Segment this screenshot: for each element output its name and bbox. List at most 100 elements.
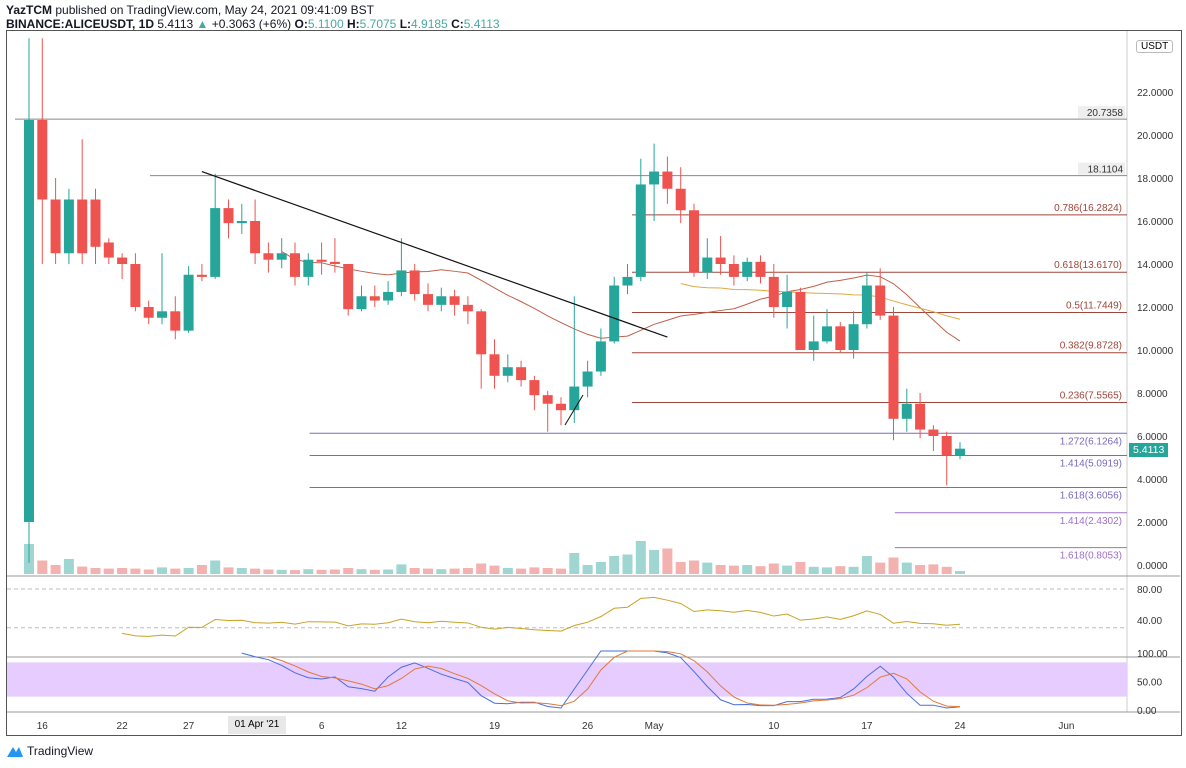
volume-bar (822, 567, 832, 574)
x-tick-label: 12 (396, 721, 408, 732)
x-tick-label: 6 (319, 721, 325, 732)
level-label-bg (1078, 162, 1125, 175)
candle-body (556, 403, 566, 411)
volume-bar (888, 557, 899, 574)
candle-body (103, 242, 114, 258)
volume-bar (901, 562, 912, 574)
volume-bar (835, 566, 846, 574)
x-tick-label: 19 (489, 721, 501, 732)
stoch-d-line (268, 650, 961, 708)
volume-bar (875, 562, 886, 574)
volume-bar (941, 566, 952, 574)
fib-level-label: 1.414(2.4302) (1060, 516, 1122, 527)
candle-body (117, 257, 128, 264)
volume-bar (343, 568, 354, 574)
volume-bar (476, 563, 487, 574)
up-arrow-icon: ▲ (196, 17, 209, 31)
stoch-tick-label: 0.00 (1137, 706, 1157, 717)
moving-average-50 (680, 283, 961, 320)
volume-bar (436, 569, 447, 574)
candle-body (595, 341, 606, 372)
volume-bar (755, 566, 766, 574)
stoch-k-line (241, 650, 961, 709)
volume-bar (742, 565, 753, 574)
volume-bar (316, 569, 327, 574)
volume-bar (542, 568, 553, 574)
volume-bar (63, 559, 74, 574)
y-tick-label: 16.0000 (1137, 217, 1174, 228)
stoch-tick-label: 50.00 (1137, 678, 1162, 689)
last-price-badge: 5.4113 (1129, 443, 1169, 457)
candle-body (236, 221, 247, 224)
candle-body (423, 294, 433, 305)
candle-body (662, 171, 673, 189)
level-label-bg (1078, 106, 1125, 119)
candle-body (436, 296, 447, 305)
chart-frame[interactable] (6, 30, 1182, 736)
candle-body (263, 253, 274, 260)
volume-bar (409, 568, 420, 574)
publish-info: YazTCM published on TradingView.com, May… (6, 3, 375, 17)
candle-body (768, 276, 779, 307)
stoch-band (7, 662, 1127, 697)
candle-body (462, 304, 473, 312)
volume-bar (423, 568, 433, 574)
rsi-tick-label: 80.00 (1137, 585, 1162, 596)
volume-bar (582, 565, 593, 574)
y-tick-label: 4.0000 (1137, 475, 1168, 486)
volume-bar (768, 563, 779, 574)
candle-body (223, 208, 234, 224)
y-tick-label: 12.0000 (1137, 303, 1174, 314)
volume-bar (569, 553, 580, 574)
volume-bar (649, 550, 660, 574)
volume-bar (77, 566, 88, 574)
candle-body (316, 259, 327, 262)
candle-body (848, 324, 859, 350)
volume-bar (915, 565, 926, 574)
candle-body (702, 257, 713, 273)
fib-level-label: 0.382(9.8728) (1060, 341, 1122, 352)
candle-body (941, 436, 952, 456)
rsi-tick-label: 40.00 (1137, 616, 1162, 627)
x-tick-label: 27 (183, 721, 195, 732)
trendline (201, 170, 668, 338)
candle-body (24, 119, 34, 522)
candle-body (755, 261, 766, 277)
candle-body (90, 199, 101, 247)
tradingview-logo[interactable]: TradingView (6, 744, 93, 758)
candle-body (782, 291, 793, 307)
candle-body (861, 285, 872, 325)
y-tick-label: 2.0000 (1137, 518, 1168, 529)
volume-bar (90, 568, 101, 574)
y-tick-label: 10.0000 (1137, 346, 1174, 357)
candle-body (210, 208, 221, 277)
candle-body (343, 264, 354, 310)
candle-body (77, 199, 88, 254)
y-tick-label: 22.0000 (1137, 88, 1174, 99)
candle-body (369, 296, 380, 301)
candle-body (303, 259, 314, 277)
volume-bar (595, 562, 606, 574)
y-tick-label: 20.0000 (1137, 131, 1174, 142)
currency-selector[interactable]: USDT (1136, 40, 1174, 53)
stoch-tick-label: 100.00 (1137, 649, 1168, 660)
candle-body (715, 257, 726, 264)
candle-body (409, 270, 420, 295)
candle-body (822, 326, 832, 342)
fib-level-label: 1.414(5.0919) (1060, 459, 1122, 470)
volume-bar (157, 567, 167, 574)
fib-level-label: 0.786(16.2824) (1054, 203, 1122, 214)
candle-body (622, 276, 633, 286)
volume-bar (635, 541, 646, 574)
candle-body (928, 429, 939, 436)
fib-level-label: 0.236(7.5565) (1060, 391, 1122, 402)
volume-bar (250, 568, 261, 574)
level-label: 20.7358 (1087, 108, 1124, 119)
volume-bar (329, 569, 340, 574)
volume-bar (529, 567, 540, 574)
volume-bar (37, 560, 48, 574)
y-tick-label: 14.0000 (1137, 260, 1174, 271)
volume-bar (303, 569, 314, 574)
candle-body (290, 253, 300, 277)
